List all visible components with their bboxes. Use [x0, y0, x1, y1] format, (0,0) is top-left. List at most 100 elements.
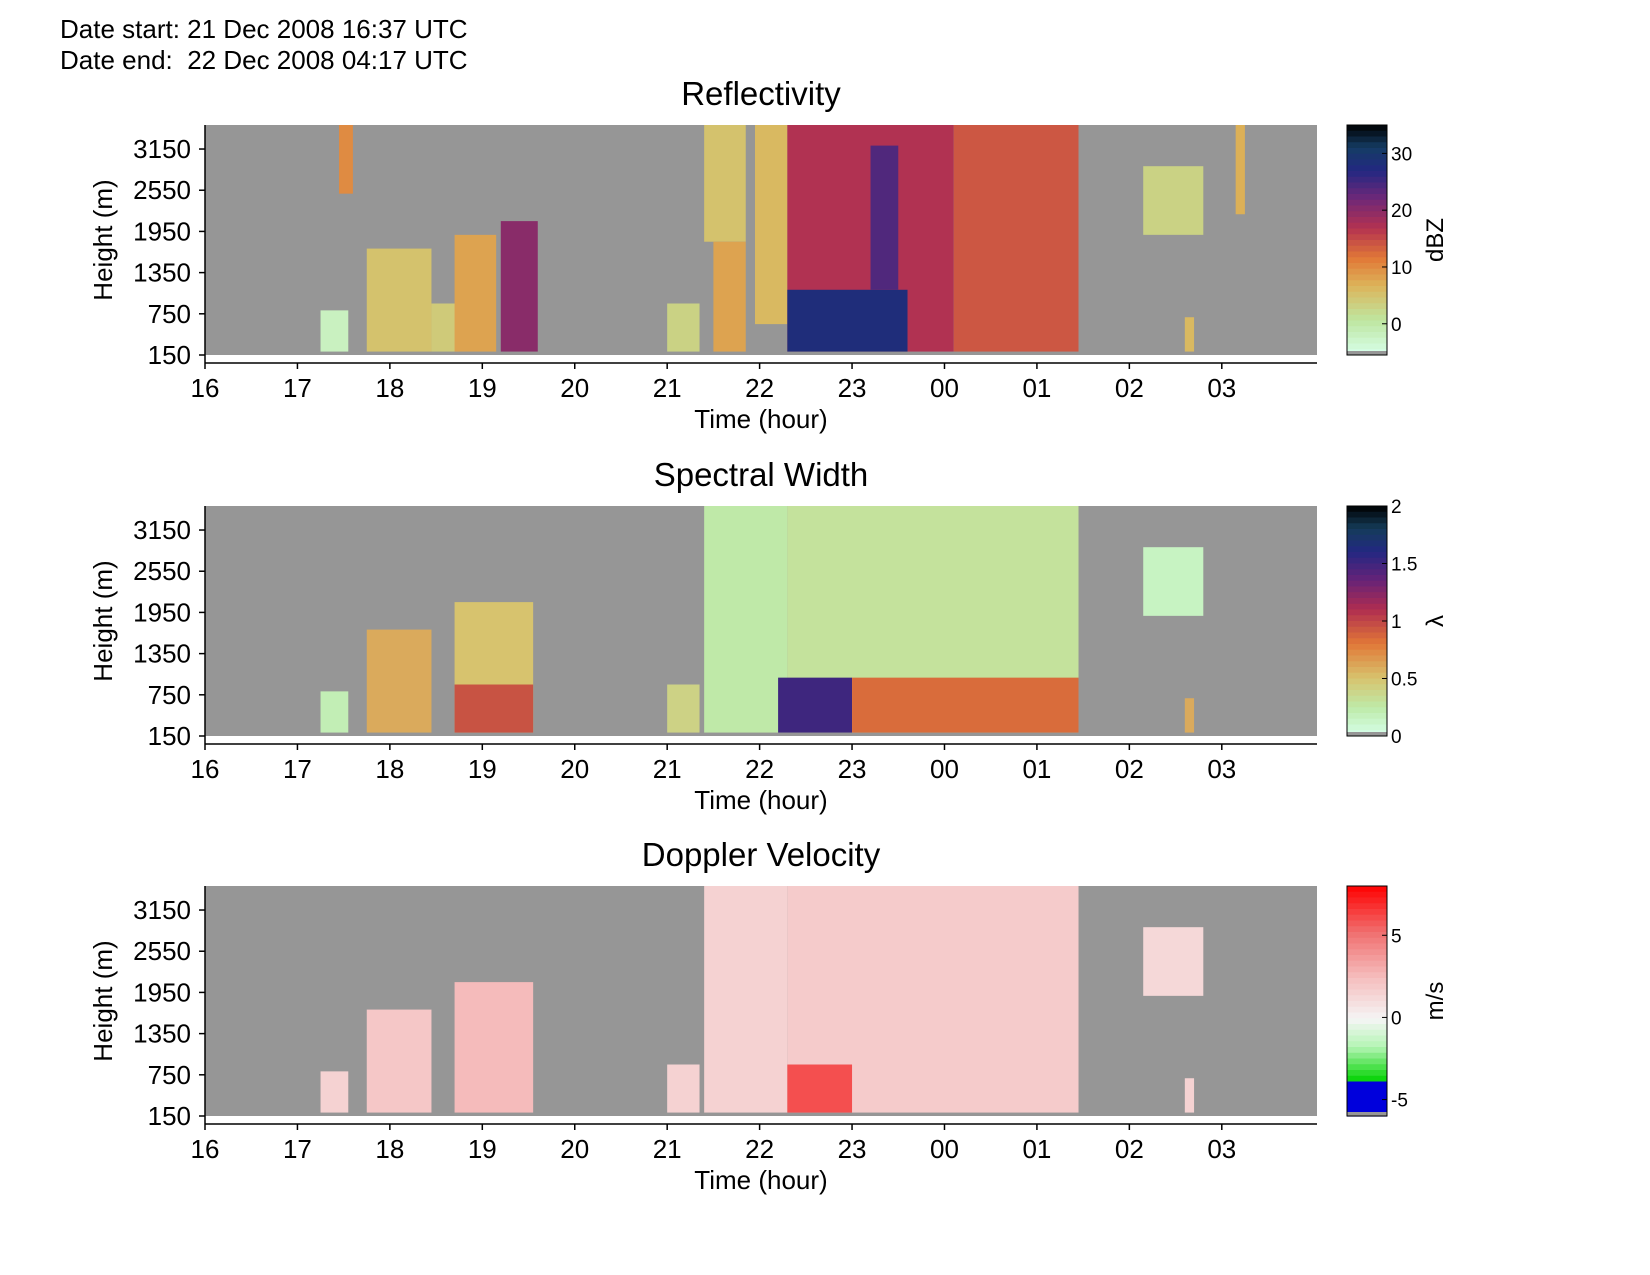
colorbar-segment — [1347, 655, 1387, 662]
colorbar-segment — [1347, 569, 1387, 576]
colorbar-segment — [1347, 523, 1387, 530]
colorbar-segment — [1347, 297, 1387, 304]
colorbar-segment — [1347, 1070, 1387, 1077]
panel-title: Reflectivity — [681, 75, 841, 112]
x-tick-label: 19 — [468, 754, 497, 784]
y-tick-label: 2550 — [133, 556, 191, 586]
data-cell — [1184, 317, 1195, 352]
x-tick-label: 23 — [838, 754, 867, 784]
colorbar-segment — [1347, 1087, 1387, 1094]
x-tick-label: 21 — [653, 754, 682, 784]
colorbar-segment — [1347, 661, 1387, 668]
x-tick-label: 21 — [653, 1134, 682, 1164]
x-tick-label: 00 — [930, 754, 959, 784]
colorbar-segment — [1347, 644, 1387, 651]
colorbar-segment — [1347, 286, 1387, 293]
colorbar-segment — [1347, 920, 1387, 927]
colorbar-segment — [1347, 1029, 1387, 1037]
x-tick-label: 01 — [1022, 754, 1051, 784]
x-tick-label: 18 — [375, 373, 404, 403]
colorbar-segment — [1347, 326, 1387, 333]
colorbar-segment — [1347, 1075, 1387, 1083]
x-tick-label: 23 — [838, 373, 867, 403]
colorbar-segment — [1347, 1081, 1387, 1088]
colorbar-tick-label: 2 — [1391, 497, 1402, 518]
data-cell — [787, 1064, 853, 1113]
colorbar-segment — [1347, 632, 1387, 639]
x-tick-label: 17 — [283, 754, 312, 784]
y-tick-label: 1950 — [133, 597, 191, 627]
y-tick-label: 2550 — [133, 936, 191, 966]
x-tick-label: 16 — [191, 1134, 220, 1164]
data-cell — [1143, 166, 1204, 235]
colorbar-segment — [1347, 511, 1387, 519]
data-cell — [366, 1009, 432, 1113]
colorbar-segment — [1347, 188, 1387, 195]
colorbar-missing — [1347, 1112, 1387, 1116]
colorbar-segment — [1347, 678, 1387, 685]
colorbar-segment — [1347, 1035, 1387, 1042]
colorbar-segment — [1347, 557, 1387, 565]
colorbar-segment — [1347, 280, 1387, 287]
colorbar-segment — [1347, 592, 1387, 599]
x-tick-label: 00 — [930, 373, 959, 403]
colorbar-segment — [1347, 1006, 1387, 1014]
y-tick-label: 150 — [148, 1101, 191, 1131]
data-cell — [754, 125, 788, 325]
colorbar-segment — [1347, 291, 1387, 299]
x-tick-label: 19 — [468, 373, 497, 403]
x-tick-label: 22 — [745, 373, 774, 403]
y-tick-label: 150 — [148, 340, 191, 370]
colorbar-segment — [1347, 125, 1387, 132]
y-tick-label: 3150 — [133, 134, 191, 164]
colorbar-segment — [1347, 320, 1387, 327]
colorbar-segment — [1347, 199, 1387, 207]
colorbar-segment — [1347, 245, 1387, 253]
x-tick-label: 22 — [745, 1134, 774, 1164]
x-tick-label: 16 — [191, 373, 220, 403]
colorbar-segment — [1347, 222, 1387, 230]
colorbar-segment — [1347, 176, 1387, 184]
colorbar-tick-label: 0.5 — [1391, 670, 1417, 691]
data-cell — [667, 684, 700, 733]
colorbar-segment — [1347, 638, 1387, 645]
colorbar-segment — [1347, 955, 1387, 962]
data-cell — [1143, 927, 1204, 996]
colorbar-segment — [1347, 337, 1387, 345]
colorbar-segment — [1347, 274, 1387, 281]
colorbar-segment — [1347, 897, 1387, 904]
colorbar-segment — [1347, 240, 1387, 247]
colorbar-segment — [1347, 649, 1387, 657]
data-cell — [787, 289, 908, 352]
data-cell — [667, 1064, 700, 1113]
x-tick-label: 03 — [1207, 1134, 1236, 1164]
y-tick-label: 1350 — [133, 258, 191, 288]
colorbar-segment — [1347, 228, 1387, 235]
data-cell — [667, 303, 700, 352]
colorbar-segment — [1347, 609, 1387, 616]
y-axis-label: Height (m) — [88, 940, 118, 1061]
colorbar-segment — [1347, 978, 1387, 985]
x-tick-label: 03 — [1207, 754, 1236, 784]
colorbar-segment — [1347, 165, 1387, 172]
colorbar-tick-label: 30 — [1391, 144, 1412, 165]
colorbar-tick-label: 0 — [1391, 1008, 1402, 1029]
x-tick-label: 01 — [1022, 1134, 1051, 1164]
y-tick-label: 150 — [148, 721, 191, 751]
colorbar-segment — [1347, 615, 1387, 622]
colorbar-segment — [1347, 130, 1387, 138]
y-tick-label: 1950 — [133, 977, 191, 1007]
colorbar-segment — [1347, 234, 1387, 241]
data-cell — [339, 125, 353, 194]
colorbar-segment — [1347, 926, 1387, 933]
x-tick-label: 17 — [283, 373, 312, 403]
colorbar-tick-label: 1.5 — [1391, 555, 1417, 576]
data-cell — [1143, 547, 1204, 616]
data-cell — [713, 241, 746, 352]
colorbar-segment — [1347, 343, 1387, 350]
colorbar-tick-label: 0 — [1391, 315, 1402, 336]
y-tick-label: 2550 — [133, 175, 191, 205]
colorbar-segment — [1347, 251, 1387, 258]
x-axis-label: Time (hour) — [694, 785, 827, 815]
data-cell — [366, 248, 432, 352]
